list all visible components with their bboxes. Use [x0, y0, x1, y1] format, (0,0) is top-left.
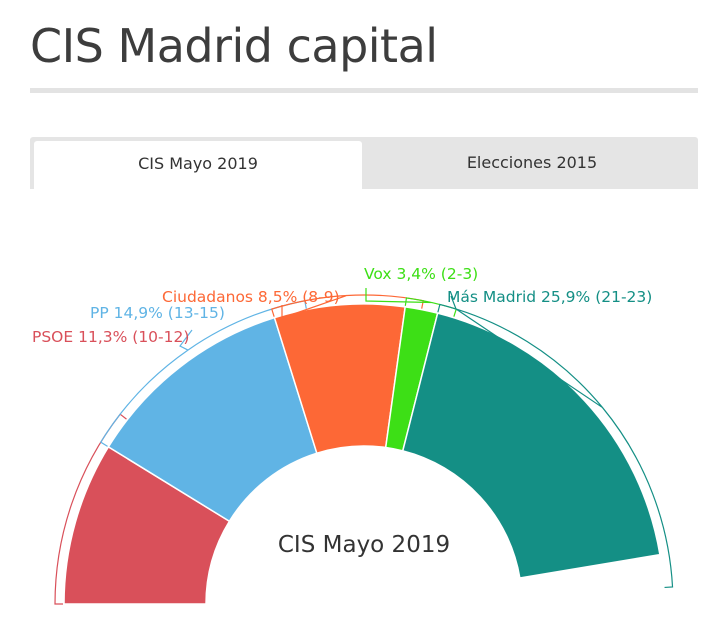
- tab-cis-mayo-2019[interactable]: CIS Mayo 2019: [34, 141, 362, 189]
- label-mas-madrid: Más Madrid 25,9% (21-23): [447, 288, 652, 306]
- bracket-mas-madrid: [437, 295, 674, 589]
- range-brackets: [54, 288, 674, 605]
- title-divider: [30, 88, 698, 93]
- page-title: CIS Madrid capital: [30, 19, 438, 73]
- center-label: CIS Mayo 2019: [278, 532, 450, 558]
- segment-mas-madrid[interactable]: [401, 312, 661, 579]
- label-ciudadanos: Ciudadanos 8,5% (8-9): [162, 288, 340, 306]
- label-pp: PP 14,9% (13-15): [90, 304, 225, 322]
- label-psoe: PSOE 11,3% (10-12): [32, 328, 189, 346]
- party-labels: PSOE 11,3% (10-12) PP 14,9% (13-15)Ciudad…: [32, 265, 652, 346]
- hemicycle-segments: [63, 303, 661, 605]
- tab-bar: CIS Mayo 2019 Elecciones 2015: [30, 137, 698, 189]
- label-vox: Vox 3,4% (2-3): [364, 265, 478, 283]
- tab-elecciones-2015[interactable]: Elecciones 2015: [466, 153, 598, 172]
